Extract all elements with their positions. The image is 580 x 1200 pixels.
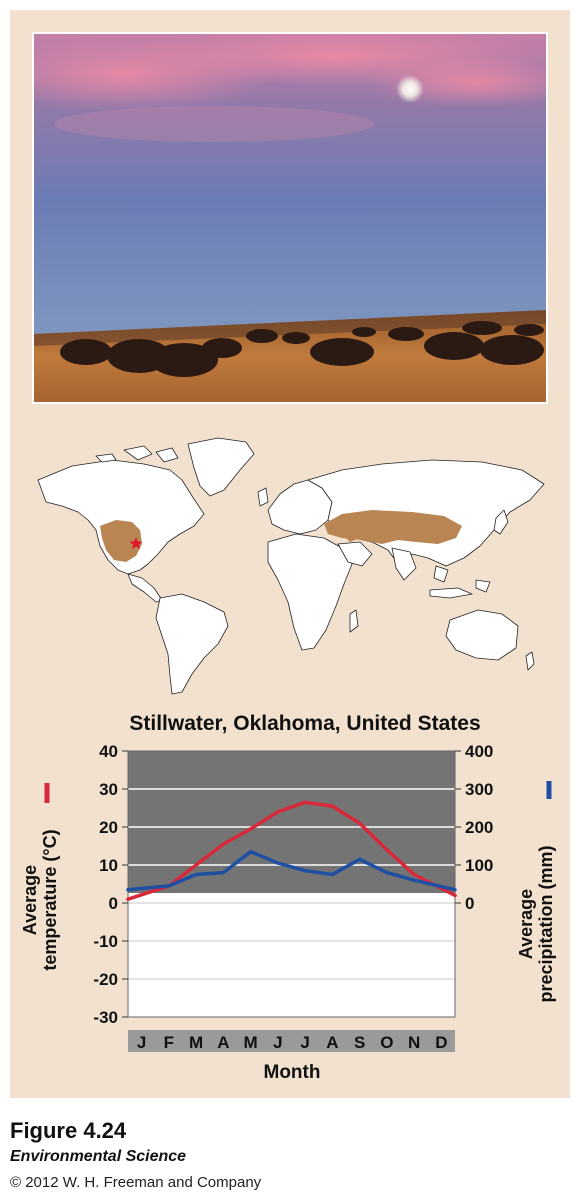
y-tick-label-right: 0 (465, 894, 474, 913)
y-tick-label-right: 400 (465, 742, 493, 761)
south-america-landmass (155, 593, 229, 695)
y-tick-label-left: 0 (109, 894, 118, 913)
figure-number: Figure 4.24 (10, 1118, 127, 1143)
month-tick-label: F (164, 1033, 174, 1052)
month-tick-label: N (408, 1033, 420, 1052)
grassland-region-north-america (100, 520, 142, 562)
y-tick-label-left: 20 (99, 818, 118, 837)
australia-landmass (445, 609, 519, 661)
figure-book-title: Environmental Science (10, 1148, 187, 1165)
precipitation-line (126, 849, 457, 892)
y-tick-label-right: 300 (465, 780, 493, 799)
month-tick-label: J (300, 1033, 309, 1052)
plot-area-positive (128, 751, 455, 893)
world-temperate-grassland-map (32, 430, 548, 702)
plot-frame (127, 750, 456, 1018)
figure-copyright: © 2012 W. H. Freeman and Company (10, 1174, 262, 1191)
month-tick-label: A (326, 1033, 338, 1052)
month-tick-label: S (354, 1033, 365, 1052)
y-tick-label-left: 10 (99, 856, 118, 875)
y-tick-label-right: 100 (465, 856, 493, 875)
month-tick-label: M (189, 1033, 203, 1052)
y-tick-label-left: -10 (93, 932, 118, 951)
greenland-landmass (187, 437, 255, 497)
y-tick-label-left: -30 (93, 1008, 118, 1027)
africa-landmass (267, 533, 353, 651)
x-axis-label: Month (264, 1062, 321, 1083)
location-star-icon (129, 537, 143, 550)
chart-title: Stillwater, Oklahoma, United States (129, 712, 481, 735)
month-tick-label: J (137, 1033, 146, 1052)
bison-grassland-photo (32, 32, 548, 404)
ylabel-left-line-1: Average (20, 864, 40, 936)
month-axis-band (128, 1030, 455, 1052)
ylabel-right-line-2: precipitation (mm) (536, 845, 556, 1003)
month-tick-label: O (380, 1033, 393, 1052)
y-tick-label-right: 200 (465, 818, 493, 837)
month-tick-label: J (273, 1033, 282, 1052)
temperature-line (126, 800, 457, 901)
month-tick-label: A (217, 1033, 229, 1052)
month-tick-label: M (244, 1033, 258, 1052)
ylabel-right-line-1: Average (516, 888, 536, 960)
y-tick-label-left: -20 (93, 970, 118, 989)
ylabel-left-line-2: temperature (°C) (40, 829, 60, 971)
y-axis-label-right-text: Average precipitation (mm) (516, 829, 556, 1019)
y-axis-label-left: Average temperature (°C) (20, 805, 60, 995)
plot-area-negative (128, 893, 455, 1017)
y-tick-label-left: 40 (99, 742, 118, 761)
grassland-region-eurasia (324, 510, 462, 544)
y-tick-label-left: 30 (99, 780, 118, 799)
y-axis-label-left-text: Average temperature (°C) (20, 805, 60, 995)
y-axis-label-right: Average precipitation (mm) (516, 829, 556, 1019)
north-america-landmass (37, 459, 205, 575)
month-tick-label: D (435, 1033, 447, 1052)
